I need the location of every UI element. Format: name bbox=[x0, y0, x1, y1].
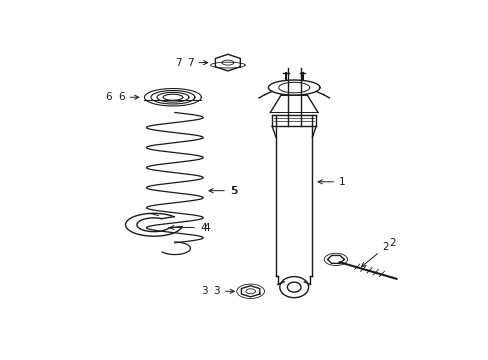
Text: 3: 3 bbox=[201, 286, 207, 296]
Text: 7: 7 bbox=[186, 58, 207, 68]
Text: 2: 2 bbox=[361, 242, 388, 267]
Text: 6: 6 bbox=[118, 92, 139, 102]
Text: 1: 1 bbox=[318, 177, 345, 187]
Text: 3: 3 bbox=[213, 286, 234, 296]
Text: 4: 4 bbox=[203, 222, 210, 233]
Text: 5: 5 bbox=[231, 186, 238, 196]
Text: 6: 6 bbox=[105, 92, 112, 102]
Text: 5: 5 bbox=[208, 186, 236, 196]
Text: 2: 2 bbox=[388, 238, 395, 248]
Text: 4: 4 bbox=[169, 222, 206, 233]
Text: 7: 7 bbox=[174, 58, 181, 68]
